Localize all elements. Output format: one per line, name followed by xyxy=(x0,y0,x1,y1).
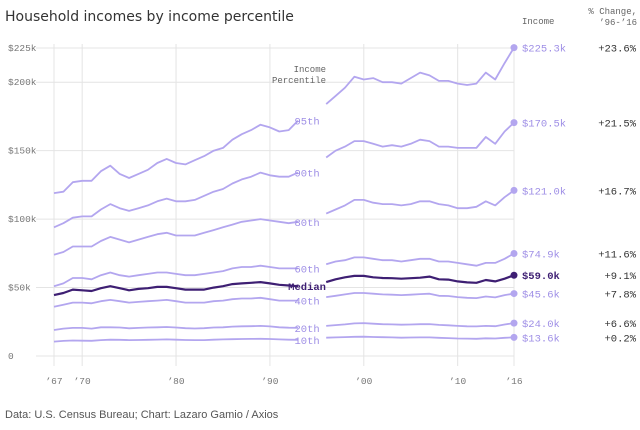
y-tick-label-0: 0 xyxy=(8,351,14,362)
series-line-60th-early xyxy=(53,264,299,288)
series-label-40th: 40th xyxy=(294,297,319,309)
gridlines xyxy=(36,44,515,366)
series-end-dot-10th xyxy=(510,333,518,341)
annotation-line1: Income xyxy=(294,65,326,75)
y-tick-label-100000: $100k xyxy=(8,214,37,225)
x-tick-label-1980: ’80 xyxy=(167,376,184,387)
series-end-dot-40th xyxy=(510,290,518,298)
series-line-median-early xyxy=(53,281,299,297)
series-end-value-60th: $74.9k xyxy=(522,249,560,261)
source-footer: Data: U.S. Census Bureau; Chart: Lazaro … xyxy=(5,409,279,421)
series-line-95th-late xyxy=(325,47,515,105)
series-end-value-95th: $225.3k xyxy=(522,44,566,56)
series-label-10th: 10th xyxy=(294,336,319,348)
series-end-dot-20th xyxy=(510,319,518,327)
series-line-40th-early xyxy=(53,296,299,308)
annotation-line2: Percentile xyxy=(272,76,326,86)
income-column-header: Income xyxy=(522,17,555,27)
series-change-90th: +21.5% xyxy=(598,119,637,131)
series-end-value-90th: $170.5k xyxy=(522,119,566,131)
series-line-95th-early xyxy=(53,119,299,194)
series-end-values: $225.3k +23.6% $170.5k +21.5% $121.0k +16.7% $… xyxy=(510,44,637,345)
y-tick-label-200000: $200k xyxy=(8,77,37,88)
series-line-60th-late xyxy=(325,252,515,267)
series-end-value-10th: $13.6k xyxy=(522,333,560,345)
series-change-20th: +6.6% xyxy=(604,319,636,331)
series-label-60th: 60th xyxy=(294,264,319,276)
y-axis-ticks: 0 $50k $100k $150k $200k $225k xyxy=(8,43,37,362)
series-change-95th: +23.6% xyxy=(598,44,637,56)
series-label-90th: 90th xyxy=(294,169,319,181)
series-change-80th: +16.7% xyxy=(598,186,637,198)
series-end-dot-95th xyxy=(510,44,518,52)
y-tick-label-225000: $225k xyxy=(8,43,37,54)
x-tick-label-2010: ’10 xyxy=(449,376,466,387)
series-end-value-40th: $45.6k xyxy=(522,290,560,302)
series-end-dot-60th xyxy=(510,249,518,257)
series-label-20th: 20th xyxy=(294,324,319,336)
x-tick-label-2016: ’16 xyxy=(505,376,522,387)
series-change-60th: +11.6% xyxy=(598,249,637,261)
x-tick-label-1967: ’67 xyxy=(45,376,62,387)
series-line-90th-early xyxy=(53,171,299,229)
series-line-40th-late xyxy=(326,292,515,299)
series-end-dot-90th xyxy=(510,119,518,127)
series-line-90th-late xyxy=(325,121,515,159)
series-label-median: Median xyxy=(288,282,326,294)
x-tick-label-1990: ’90 xyxy=(261,376,278,387)
series-lines xyxy=(53,47,515,343)
series-line-80th-late xyxy=(325,189,515,215)
series-end-dot-median xyxy=(510,271,518,279)
series-line-20th-late xyxy=(326,322,515,328)
series-label-80th: 80th xyxy=(294,218,319,230)
series-line-20th-early xyxy=(53,325,299,331)
change-header-line2: ’96-’16 xyxy=(599,18,637,28)
series-line-10th-early xyxy=(53,337,299,343)
change-column-header: % Change, ’96-’16 xyxy=(569,7,637,29)
y-tick-label-150000: $150k xyxy=(8,146,37,157)
series-end-dot-80th xyxy=(510,186,518,194)
series-end-value-median: $59.0k xyxy=(522,271,560,283)
x-tick-label-1970: ’70 xyxy=(74,376,91,387)
x-axis-ticks: ’67 ’70 ’80 ’90 ’00 ’10 ’16 xyxy=(45,376,522,387)
change-header-line1: % Change, xyxy=(588,7,637,17)
x-tick-label-2000: ’00 xyxy=(355,376,372,387)
series-line-80th-early xyxy=(53,218,299,256)
series-change-median: +9.1% xyxy=(604,271,636,283)
series-line-median-late xyxy=(325,274,515,284)
y-tick-label-50000: $50k xyxy=(8,283,31,294)
series-change-10th: +0.2% xyxy=(604,333,636,345)
series-end-value-80th: $121.0k xyxy=(522,186,566,198)
chart-title: Household incomes by income percentile xyxy=(5,9,294,25)
series-label-95th: 95th xyxy=(294,117,319,129)
series-line-10th-late xyxy=(326,335,515,340)
series-end-value-20th: $24.0k xyxy=(522,319,560,331)
series-change-40th: +7.8% xyxy=(604,290,636,302)
